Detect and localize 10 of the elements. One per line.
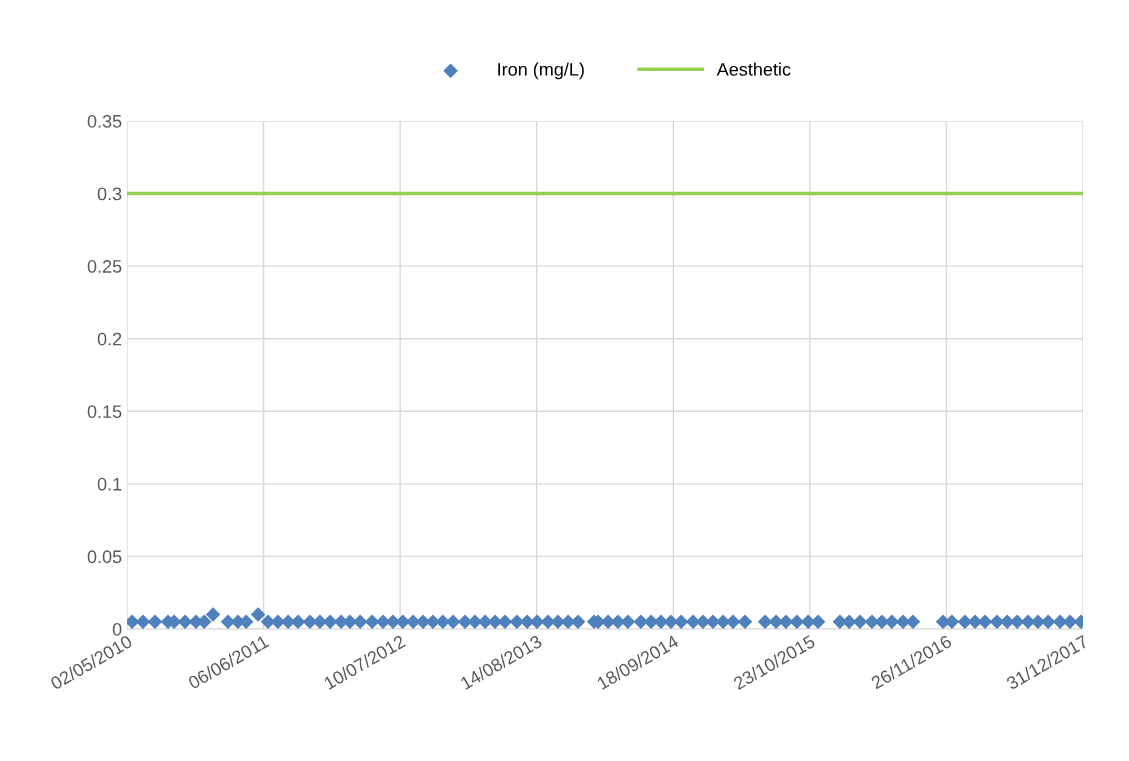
y-tick-label: 0.35 (87, 114, 122, 128)
y-tick-label: 0.15 (87, 405, 122, 419)
legend-label: Iron (mg/L) (498, 62, 584, 80)
y-tick-label: 0.2 (97, 332, 122, 346)
y-tick-label: 0 (112, 622, 122, 636)
y-tick-label: 0.3 (97, 187, 122, 201)
y-tick-label: 0.05 (87, 550, 122, 564)
y-tick-label: 0.1 (97, 477, 122, 491)
legend-label: Aesthetic (716, 62, 791, 76)
y-tick-label: 0.25 (87, 260, 122, 273)
